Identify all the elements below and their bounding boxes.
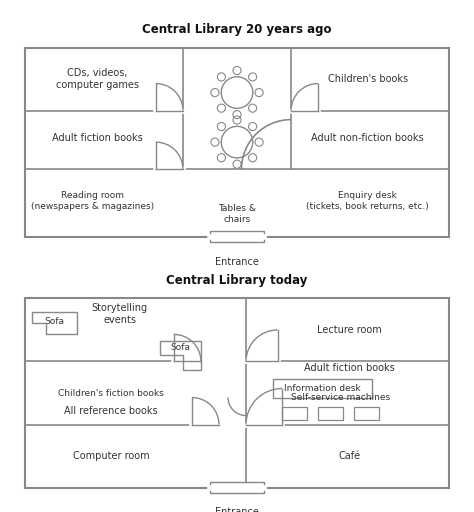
Text: CDs, videos,
computer games: CDs, videos, computer games xyxy=(56,68,139,90)
Text: All reference books: All reference books xyxy=(64,406,158,416)
Text: Lecture room: Lecture room xyxy=(317,325,382,335)
Text: Enquiry desk
(tickets, book returns, etc.): Enquiry desk (tickets, book returns, etc… xyxy=(306,190,429,211)
Text: Adult fiction books: Adult fiction books xyxy=(52,133,143,143)
Bar xyxy=(25,298,449,487)
Bar xyxy=(25,48,449,237)
Text: Information desk: Information desk xyxy=(284,384,361,393)
Text: Storytelling
events: Storytelling events xyxy=(92,303,148,325)
Bar xyxy=(273,379,372,397)
Text: Central Library today: Central Library today xyxy=(166,274,308,287)
Bar xyxy=(282,407,307,420)
Text: Central Library 20 years ago: Central Library 20 years ago xyxy=(142,23,332,36)
Bar xyxy=(210,231,264,242)
Text: Adult non-fiction books: Adult non-fiction books xyxy=(311,133,424,143)
Text: Café: Café xyxy=(338,451,361,461)
Text: Entrance: Entrance xyxy=(215,257,259,267)
Bar xyxy=(210,482,264,493)
Text: Reading room
(newspapers & magazines): Reading room (newspapers & magazines) xyxy=(31,190,155,211)
Bar xyxy=(318,407,343,420)
Text: Children's fiction books: Children's fiction books xyxy=(58,389,164,397)
Text: Sofa: Sofa xyxy=(171,344,191,352)
Text: Tables &
chairs: Tables & chairs xyxy=(218,204,256,224)
Text: Children's books: Children's books xyxy=(328,74,408,84)
Text: Entrance: Entrance xyxy=(215,507,259,512)
Bar xyxy=(354,407,379,420)
Text: Sofa: Sofa xyxy=(45,317,64,326)
Text: Self-service machines: Self-service machines xyxy=(291,393,390,402)
Text: Adult fiction books: Adult fiction books xyxy=(304,363,395,373)
Text: Computer room: Computer room xyxy=(73,451,149,461)
